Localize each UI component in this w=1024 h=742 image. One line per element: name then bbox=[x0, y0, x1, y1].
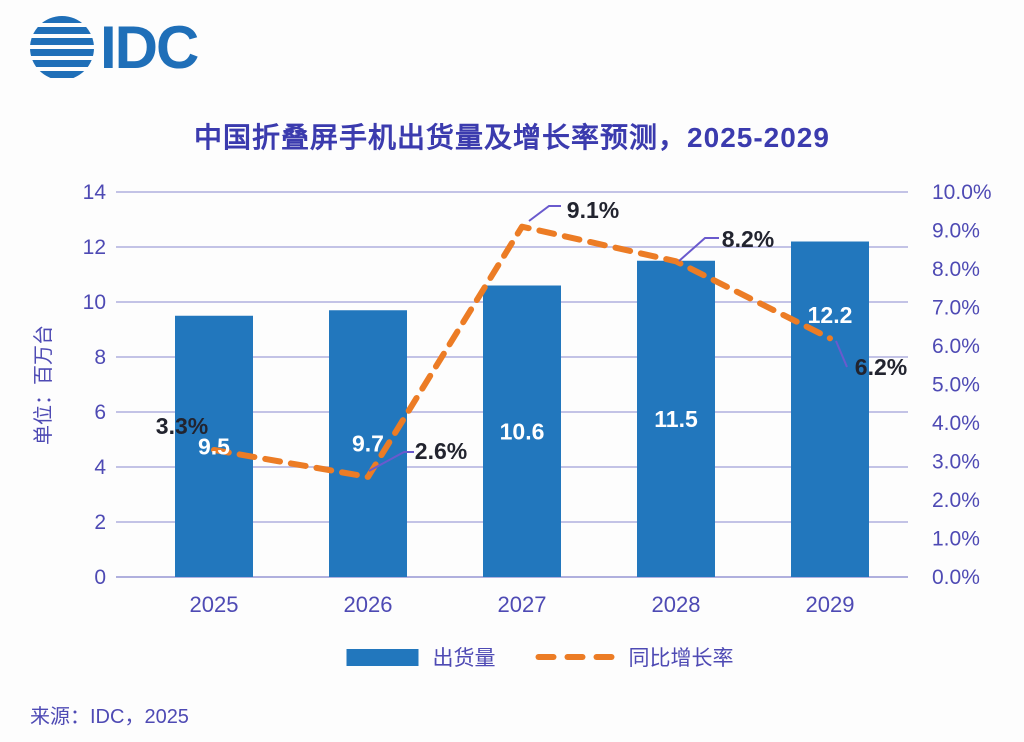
bar-value-label-2028: 11.5 bbox=[654, 406, 698, 432]
right-axis-tick-label: 7.0% bbox=[932, 297, 980, 320]
x-axis-label-2029: 2029 bbox=[806, 592, 855, 617]
right-axis-tick-label: 8.0% bbox=[932, 258, 980, 281]
left-axis-tick-label: 6 bbox=[94, 401, 106, 424]
right-axis-tick-label: 5.0% bbox=[932, 374, 980, 397]
legend-dashed-line-swatch bbox=[535, 654, 615, 660]
callout-line-2029 bbox=[835, 340, 848, 368]
right-axis-tick-label: 3.0% bbox=[932, 451, 980, 474]
bar-value-label-2027: 10.6 bbox=[500, 418, 545, 444]
right-axis-tick-label: 4.0% bbox=[932, 412, 980, 435]
bar-value-label-2026: 9.7 bbox=[352, 431, 384, 457]
callout-line-2027 bbox=[528, 205, 561, 222]
x-axis-label-2025: 2025 bbox=[190, 592, 239, 617]
left-axis-tick-label: 8 bbox=[94, 346, 106, 369]
growth-value-label-2027: 9.1% bbox=[567, 197, 619, 223]
right-axis-tick-label: 0.0% bbox=[932, 566, 980, 589]
left-axis-tick-label: 10 bbox=[83, 291, 106, 314]
right-axis-tick-label: 9.0% bbox=[932, 220, 980, 243]
x-axis-label-2026: 2026 bbox=[344, 592, 393, 617]
shipment-bar-2028 bbox=[637, 260, 715, 577]
legend: 出货量 同比增长率 bbox=[346, 642, 734, 672]
right-axis-tick-label: 6.0% bbox=[932, 335, 980, 358]
right-axis-tick-label: 10.0% bbox=[932, 181, 992, 204]
x-axis-label-2027: 2027 bbox=[498, 592, 547, 617]
legend-bar-swatch bbox=[346, 648, 419, 666]
callout-line-2028 bbox=[678, 237, 719, 262]
chart-title: 中国折叠屏手机出货量及增长率预测，2025-2029 bbox=[194, 122, 830, 153]
callout-line-2026 bbox=[368, 451, 414, 472]
left-axis-title: 单位：百万台 bbox=[32, 325, 55, 445]
left-axis-tick-label: 0 bbox=[94, 566, 106, 589]
legend-label-growth-rate: 同比增长率 bbox=[628, 647, 734, 670]
growth-rate-line bbox=[211, 223, 833, 480]
shipment-bar-2026 bbox=[329, 310, 407, 577]
bar-value-label-2029: 12.2 bbox=[808, 302, 853, 328]
idc-logo: IDC bbox=[30, 12, 199, 84]
legend-label-shipments: 出货量 bbox=[432, 647, 496, 670]
shipment-bar-2027 bbox=[483, 285, 561, 577]
bar-value-label-2025: 9.5 bbox=[198, 433, 230, 459]
idc-globe-icon bbox=[30, 16, 94, 80]
left-axis-tick-label: 4 bbox=[94, 456, 106, 479]
shipment-bar-2025 bbox=[175, 315, 253, 577]
right-axis-tick-label: 2.0% bbox=[932, 489, 980, 512]
idc-logo-text: IDC bbox=[100, 14, 199, 81]
left-axis-tick-label: 2 bbox=[94, 511, 106, 534]
growth-value-label-2026: 2.6% bbox=[415, 438, 467, 464]
left-axis-tick-label: 14 bbox=[83, 181, 107, 204]
x-axis-label-2028: 2028 bbox=[652, 592, 701, 617]
left-axis-tick-label: 12 bbox=[83, 236, 106, 259]
growth-value-label-2028: 8.2% bbox=[722, 226, 774, 252]
growth-value-label-2025: 3.3% bbox=[156, 413, 208, 439]
right-axis-tick-label: 1.0% bbox=[932, 528, 980, 551]
shipment-bar-2029 bbox=[791, 241, 869, 577]
source-note: 来源：IDC，2025 bbox=[30, 706, 189, 728]
growth-value-label-2029: 6.2% bbox=[855, 354, 907, 380]
